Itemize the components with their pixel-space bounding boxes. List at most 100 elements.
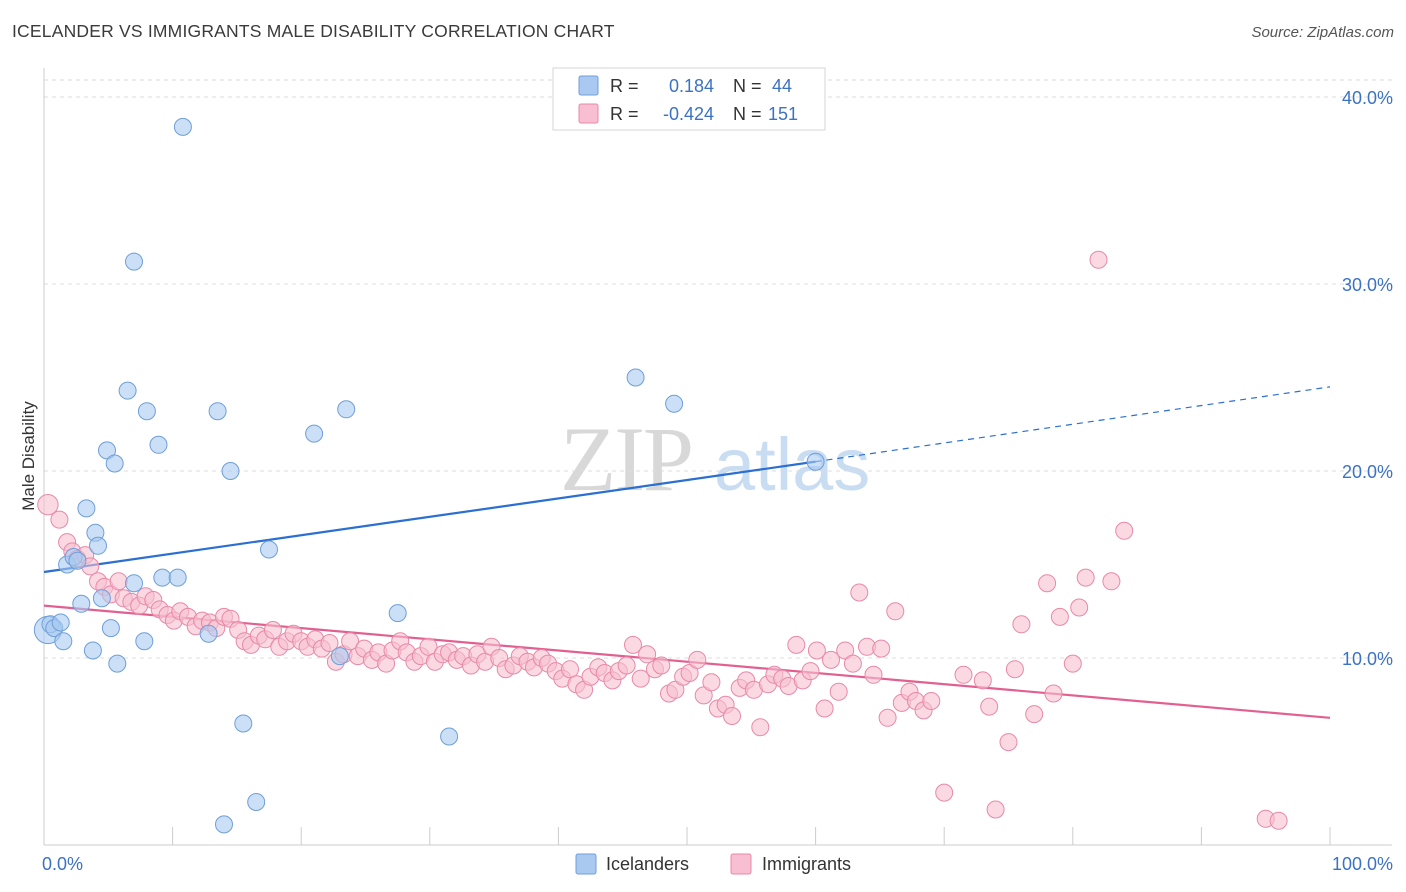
series-legend: Icelanders Immigrants xyxy=(575,853,851,875)
n-value-icelanders: 44 xyxy=(772,76,792,96)
x-tick-label: 100.0% xyxy=(1332,854,1393,874)
icelanders-swatch xyxy=(578,75,599,96)
immigrants-point xyxy=(419,637,438,656)
axes xyxy=(43,68,1392,846)
chart-title: ICELANDER VS IMMIGRANTS MALE DISABILITY … xyxy=(12,21,615,41)
immigrants-point xyxy=(1076,568,1095,587)
icelanders-point xyxy=(51,613,70,632)
legend-label-icelanders: Icelanders xyxy=(606,854,689,874)
immigrants-trend-line xyxy=(43,604,1331,719)
icelanders-point xyxy=(54,632,73,651)
immigrants-point xyxy=(850,583,869,602)
icelanders-point xyxy=(234,714,253,733)
icelanders-point xyxy=(92,589,111,608)
icelanders-point xyxy=(118,381,137,400)
icelanders-point xyxy=(168,568,187,587)
immigrants-point xyxy=(1269,811,1288,830)
icelanders-point xyxy=(247,793,266,811)
immigrants-point xyxy=(973,671,992,690)
immigrants-point xyxy=(986,800,1005,819)
immigrants-point xyxy=(1038,574,1057,593)
n-label-icelanders: N = xyxy=(733,76,762,96)
icelanders-point xyxy=(199,624,218,643)
immigrants-point xyxy=(320,634,339,652)
icelanders-point xyxy=(105,454,124,473)
icelanders-point xyxy=(305,424,324,443)
icelanders-trend-extension xyxy=(815,386,1331,463)
icelanders-point xyxy=(806,452,825,471)
immigrants-point xyxy=(787,635,806,654)
trend-lines xyxy=(43,386,1331,719)
icelanders-point xyxy=(626,368,645,387)
immigrants-point xyxy=(829,682,848,701)
immigrants-point xyxy=(652,656,671,675)
immigrants-point xyxy=(561,660,579,679)
immigrants-point xyxy=(1115,521,1134,540)
icelanders-point xyxy=(125,574,143,593)
legend-swatch-icelanders xyxy=(575,853,597,875)
immigrants-point xyxy=(638,645,657,664)
tick-labels: 10.0% 20.0% 30.0% 40.0% 0.0% 100.0% xyxy=(42,88,1393,874)
icelanders-point xyxy=(330,647,349,666)
immigrants-point xyxy=(1012,615,1031,634)
immigrants-point xyxy=(980,697,999,716)
source-label: Source: ZipAtlas.com xyxy=(1251,24,1394,41)
immigrants-point xyxy=(999,733,1018,752)
immigrants-point xyxy=(807,641,826,660)
immigrants-point xyxy=(1050,607,1069,626)
immigrants-point xyxy=(922,692,941,710)
icelanders-point xyxy=(77,499,96,518)
icelanders-point xyxy=(153,568,172,587)
icelanders-point xyxy=(125,252,143,271)
data-points xyxy=(33,117,1288,834)
icelanders-point xyxy=(221,462,240,480)
immigrants-point xyxy=(815,699,834,718)
immigrants-point xyxy=(954,665,973,684)
icelanders-trend-line xyxy=(43,460,816,574)
immigrants-point xyxy=(688,650,707,669)
immigrants-point xyxy=(1089,250,1108,269)
stats-legend: R = 0.184 N = 44 R = -0.424 N = 151 xyxy=(552,67,826,131)
immigrants-point xyxy=(37,494,59,516)
immigrants-point xyxy=(50,510,69,529)
y-axis-title: Male Disability xyxy=(19,401,38,511)
r-value-immigrants: -0.424 xyxy=(663,104,714,124)
immigrants-point xyxy=(864,665,883,684)
immigrants-swatch xyxy=(578,103,599,124)
legend-swatch-immigrants xyxy=(730,853,752,875)
immigrants-point xyxy=(872,639,891,658)
y-tick-label: 10.0% xyxy=(1342,649,1393,669)
icelanders-point xyxy=(101,619,120,638)
immigrants-point xyxy=(878,708,897,727)
y-tick-label: 30.0% xyxy=(1342,275,1393,295)
immigrants-point xyxy=(1070,598,1089,617)
icelanders-point xyxy=(108,654,127,673)
watermark-zip: ZIP xyxy=(560,408,692,510)
immigrants-point xyxy=(822,650,840,669)
icelanders-point xyxy=(83,641,102,660)
icelanders-point xyxy=(388,604,407,623)
icelanders-point xyxy=(215,815,233,834)
immigrants-point xyxy=(886,602,905,621)
immigrants-point xyxy=(1102,572,1121,591)
immigrants-point xyxy=(617,656,636,675)
r-label-immigrants: R = xyxy=(610,104,639,124)
r-value-icelanders: 0.184 xyxy=(669,76,714,96)
n-value-immigrants: 151 xyxy=(768,104,798,124)
immigrants-point xyxy=(1044,684,1063,703)
y-tick-label: 20.0% xyxy=(1342,462,1393,482)
gridlines xyxy=(44,79,1392,659)
immigrants-point xyxy=(263,621,282,639)
icelanders-point xyxy=(208,402,227,421)
icelanders-point xyxy=(135,632,154,651)
immigrants-point xyxy=(935,783,954,802)
watermark: ZIP atlas xyxy=(560,408,870,510)
icelanders-point xyxy=(665,394,684,413)
icelanders-point xyxy=(337,400,356,419)
icelanders-point xyxy=(440,727,459,746)
y-tick-label: 40.0% xyxy=(1342,88,1393,108)
immigrants-point xyxy=(1005,660,1024,679)
r-label-icelanders: R = xyxy=(610,76,639,96)
immigrants-point xyxy=(631,669,650,688)
